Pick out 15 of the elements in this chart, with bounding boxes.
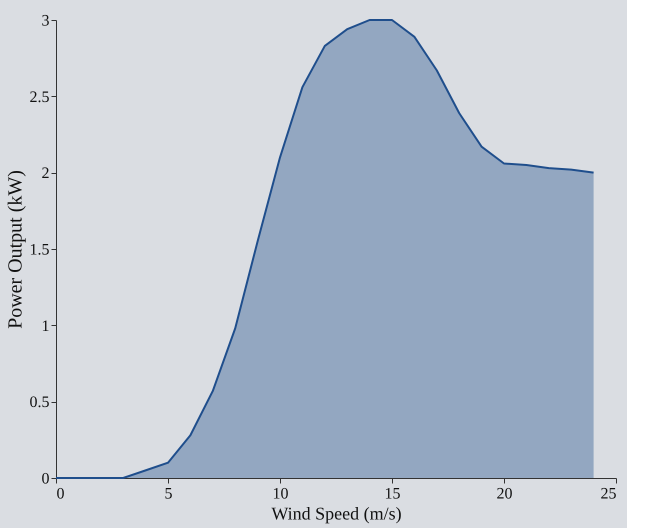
y-tick-label: 1.5 (30, 242, 50, 258)
y-tick-label: 3 (42, 12, 50, 30)
x-axis-title: Wind Speed (m/s) (271, 504, 402, 524)
x-tick-label: 20 (496, 486, 512, 502)
y-tick-label: 2.5 (30, 88, 50, 106)
y-tick-label: 1 (42, 318, 50, 335)
x-tick-label: 10 (272, 486, 288, 502)
y-tick-label: 0.5 (30, 394, 50, 412)
y-tick-label: 0 (42, 470, 50, 488)
x-tick-label: 15 (384, 486, 400, 502)
x-tick-label: 25 (600, 486, 616, 502)
y-axis-title: Power Output (kW) (4, 170, 26, 329)
x-tick-label: 5 (164, 486, 172, 502)
x-tick-label: 0 (56, 486, 64, 502)
y-tick-label: 2 (42, 165, 50, 182)
